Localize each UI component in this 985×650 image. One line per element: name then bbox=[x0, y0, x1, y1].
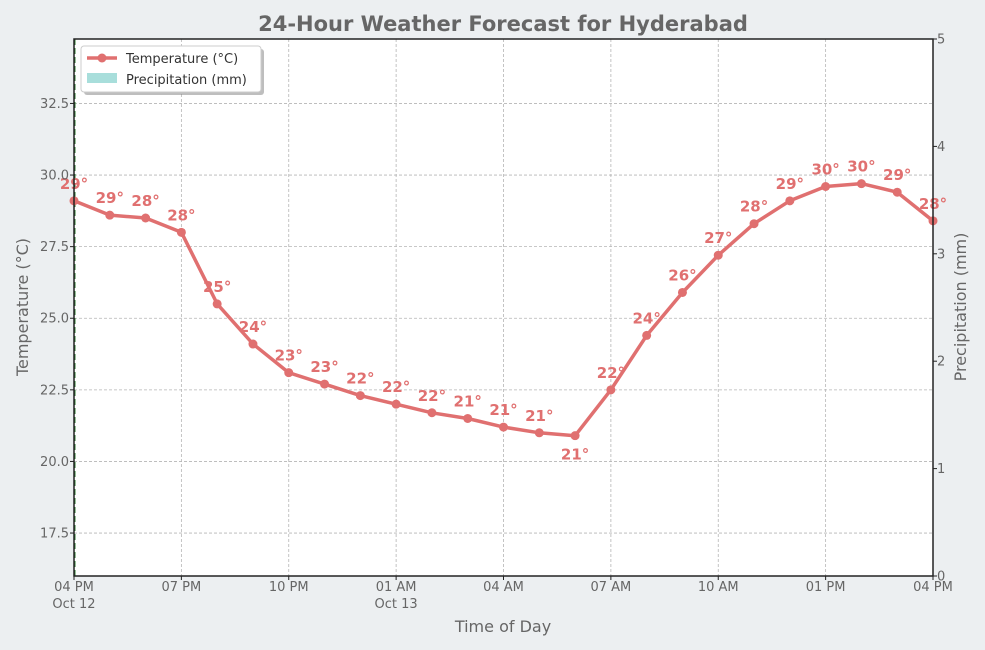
y2-tick-label: 1 bbox=[937, 462, 945, 477]
temperature-data-label: 30° bbox=[847, 158, 875, 176]
temperature-data-label: 28° bbox=[740, 198, 768, 216]
y-tick-label: 27.5 bbox=[40, 240, 69, 255]
temperature-point bbox=[642, 330, 652, 340]
y-tick-label: 32.5 bbox=[40, 97, 69, 112]
x-tick-label: 04 PM bbox=[913, 580, 953, 595]
chart-title: 24-Hour Weather Forecast for Hyderabad bbox=[258, 12, 748, 36]
y2-tick-label: 0 bbox=[937, 570, 945, 585]
temperature-point bbox=[320, 379, 330, 389]
temperature-data-label: 28° bbox=[131, 192, 159, 210]
temperature-data-label: 22° bbox=[418, 387, 446, 405]
temperature-point bbox=[212, 299, 222, 309]
temperature-point bbox=[821, 181, 831, 191]
temperature-data-label: 29° bbox=[776, 175, 804, 193]
y-tick-label: 30.0 bbox=[40, 169, 69, 184]
temperature-point bbox=[499, 422, 508, 432]
temperature-point bbox=[713, 250, 723, 260]
legend: Temperature (°C) Precipitation (mm) bbox=[80, 45, 264, 95]
legend-temperature-marker bbox=[97, 53, 107, 63]
temperature-point bbox=[248, 339, 258, 349]
x-tick-label: 10 AM bbox=[698, 580, 739, 595]
x-tick-label: 01 AM bbox=[376, 580, 417, 595]
legend-precipitation-swatch bbox=[87, 73, 117, 83]
temperature-point bbox=[749, 219, 759, 229]
temperature-data-label: 29° bbox=[96, 189, 124, 207]
temperature-point bbox=[355, 391, 365, 401]
x-tick-label: 01 PM bbox=[806, 580, 846, 595]
temperature-series: 29° 29° 28° 28° 25° 24° 23° 23° 22° 22° 22° 21° 21° 2… bbox=[60, 158, 947, 464]
x-tick-label: 07 PM bbox=[162, 580, 202, 595]
y-tick-label: 25.0 bbox=[40, 312, 69, 327]
temperature-point bbox=[534, 428, 544, 438]
temperature-data-label: 23° bbox=[275, 347, 303, 365]
x-tick-label: 04 AM bbox=[483, 580, 524, 595]
temperature-point bbox=[856, 179, 866, 189]
temperature-data-label: 22° bbox=[346, 370, 374, 388]
temperature-data-label: 30° bbox=[811, 160, 839, 178]
temperature-data-label: 24° bbox=[632, 309, 660, 327]
x-tick-label: 04 PM bbox=[54, 580, 94, 595]
temperature-point bbox=[463, 413, 473, 423]
legend-box bbox=[80, 45, 262, 93]
temperature-data-label: 25° bbox=[203, 278, 231, 296]
x-tick-sublabel: Oct 12 bbox=[52, 597, 95, 612]
temperature-point bbox=[892, 187, 902, 197]
x-axis-label: Time of Day bbox=[454, 617, 551, 636]
legend-temperature-label: Temperature (°C) bbox=[125, 52, 238, 67]
x-tick-label: 10 PM bbox=[269, 580, 309, 595]
y-tick-label: 17.5 bbox=[40, 527, 69, 542]
temperature-point bbox=[570, 431, 580, 441]
temperature-point bbox=[105, 210, 115, 220]
x-tick-sublabel: Oct 13 bbox=[375, 597, 418, 612]
y2-tick-label: 2 bbox=[937, 355, 945, 370]
temperature-data-label: 24° bbox=[239, 318, 267, 336]
x-tick-label: 07 AM bbox=[590, 580, 631, 595]
temperature-data-label: 27° bbox=[704, 229, 732, 247]
axis-ticks: 04 PM Oct 12 07 PM 10 PM 01 AM Oct 13 04 AM 07 … bbox=[40, 33, 953, 613]
temperature-data-label: 21° bbox=[561, 446, 589, 464]
temperature-data-label: 29° bbox=[883, 166, 911, 184]
y-axis-label: Temperature (°C) bbox=[13, 238, 32, 377]
temperature-point bbox=[606, 385, 616, 395]
y2-tick-label: 5 bbox=[937, 33, 945, 48]
temperature-point bbox=[284, 368, 294, 378]
y-tick-label: 22.5 bbox=[40, 383, 69, 398]
temperature-data-label: 22° bbox=[382, 378, 410, 396]
temperature-point bbox=[677, 287, 687, 297]
temperature-data-label: 21° bbox=[489, 401, 517, 419]
temperature-point bbox=[785, 196, 795, 206]
temperature-point bbox=[391, 399, 401, 409]
temperature-point bbox=[427, 408, 437, 418]
temperature-data-label: 21° bbox=[454, 392, 482, 410]
temperature-data-label: 23° bbox=[310, 358, 338, 376]
legend-precipitation-label: Precipitation (mm) bbox=[126, 73, 247, 88]
y2-axis-label: Precipitation (mm) bbox=[951, 233, 970, 382]
y2-tick-label: 4 bbox=[937, 140, 945, 155]
temperature-point bbox=[176, 227, 186, 237]
y2-tick-label: 3 bbox=[937, 247, 945, 262]
temperature-data-label: 22° bbox=[597, 364, 625, 382]
y-tick-label: 20.0 bbox=[40, 455, 69, 470]
temperature-point bbox=[141, 213, 151, 223]
temperature-data-label: 21° bbox=[525, 407, 553, 425]
temperature-data-label: 26° bbox=[668, 266, 696, 284]
temperature-data-label: 28° bbox=[167, 206, 195, 224]
